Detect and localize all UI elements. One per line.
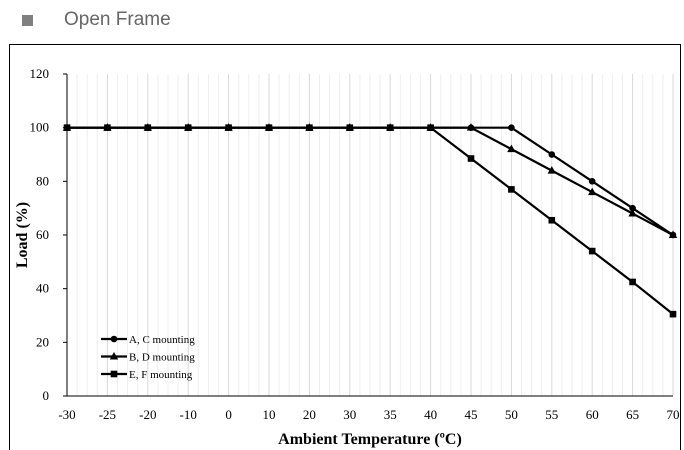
legend-marker-3	[110, 370, 118, 378]
data-point-series-3	[427, 124, 434, 131]
y-tick-label: 100	[30, 120, 50, 135]
data-point-series-3	[548, 216, 556, 224]
section-title: Open Frame	[64, 9, 171, 30]
data-point-series-3	[306, 124, 313, 131]
y-tick-label: 120	[30, 66, 50, 81]
data-point-series-3	[63, 124, 71, 131]
data-point-series-2	[466, 123, 476, 131]
legend-marker-1	[110, 335, 118, 343]
x-axis-title: Ambient Temperature (ºC)	[278, 431, 462, 448]
x-tick-label: 30	[343, 407, 356, 422]
data-point-series-2	[507, 144, 516, 153]
data-point-series-3	[265, 124, 273, 131]
data-point-series-3	[184, 124, 192, 131]
square-bullet-icon	[22, 14, 33, 26]
x-tick-label: 45	[465, 407, 478, 422]
x-tick-label: -30	[58, 407, 75, 422]
data-point-series-3	[508, 186, 515, 193]
data-point-series-3	[104, 124, 111, 131]
data-point-series-3	[669, 310, 677, 318]
y-tick-label: 20	[36, 334, 49, 349]
legend-marker-2	[109, 352, 119, 360]
data-point-series-3	[467, 155, 475, 162]
x-tick-label: 20	[303, 407, 316, 422]
x-tick-label: 0	[225, 407, 232, 422]
x-tick-label: -10	[180, 407, 197, 422]
data-point-series-2	[668, 230, 678, 238]
x-tick-label: 50	[505, 407, 518, 422]
data-point-series-3	[386, 124, 394, 131]
x-tick-label: 60	[586, 407, 599, 422]
y-tick-label: 0	[43, 388, 50, 403]
x-tick-label: 35	[384, 407, 397, 422]
data-point-series-3	[346, 124, 354, 131]
x-tick-label: 55	[545, 407, 558, 422]
x-tick-label: 40	[424, 407, 437, 422]
y-tick-label: 60	[36, 227, 49, 242]
data-point-series-2	[628, 209, 637, 217]
section-header: Open Frame	[22, 7, 171, 33]
data-point-series-2	[588, 187, 597, 196]
y-tick-label: 80	[36, 173, 49, 188]
legend-label-1: A, C mounting	[129, 334, 195, 346]
data-point-series-3	[588, 247, 596, 255]
x-tick-label: -25	[99, 407, 116, 422]
data-point-series-3	[629, 278, 636, 286]
x-tick-label: 10	[263, 407, 276, 422]
series-line-3	[67, 126, 674, 316]
x-tick-label: 70	[667, 407, 680, 422]
data-point-series-1	[508, 124, 515, 131]
y-tick-label: 40	[36, 281, 49, 296]
x-tick-label: 65	[626, 407, 639, 422]
data-point-series-1	[548, 151, 556, 158]
data-point-series-3	[225, 124, 232, 131]
data-point-series-2	[547, 166, 556, 174]
legend-label-2: B, D mounting	[129, 352, 195, 364]
x-tick-label: -20	[139, 407, 156, 422]
data-point-series-1	[588, 178, 596, 185]
data-point-series-3	[144, 124, 152, 131]
data-point-series-1	[629, 204, 636, 212]
legend-label-3: E, F mounting	[129, 369, 193, 381]
y-axis-title: Load (%)	[14, 202, 31, 268]
chart-frame	[9, 44, 681, 450]
